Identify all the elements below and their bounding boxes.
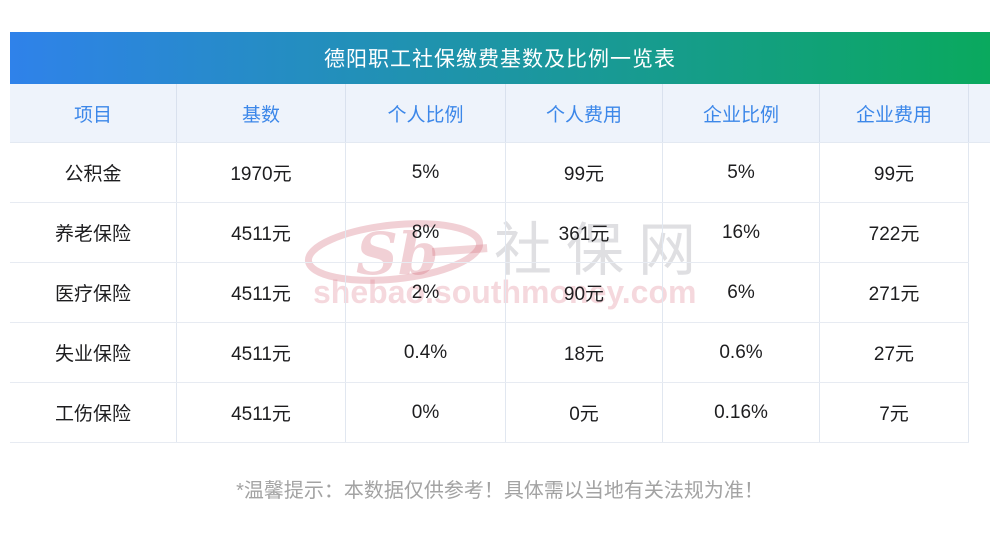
table-row: 失业保险 4511元 0.4% 18元 0.6% 27元: [10, 323, 969, 383]
table-cell: 4511元: [177, 383, 346, 442]
disclaimer-note: *温馨提示：本数据仅供参考！具体需以当地有关法规为准！: [236, 480, 764, 502]
table-body: 公积金 1970元 5% 99元 5% 99元 养老保险 4511元 8% 36…: [10, 143, 969, 443]
table-cell: 4511元: [177, 323, 346, 382]
table-cell: 5%: [346, 143, 506, 202]
column-header-item: 项目: [10, 84, 177, 142]
table-cell: 0%: [346, 383, 506, 442]
table-cell: 4511元: [177, 203, 346, 262]
table-title-bar: 德阳职工社保缴费基数及比例一览表: [10, 32, 990, 84]
table-cell: 7元: [820, 383, 969, 442]
table-cell: 99元: [820, 143, 969, 202]
table-cell: 8%: [346, 203, 506, 262]
table-cell: 4511元: [177, 263, 346, 322]
row-label: 工伤保险: [10, 383, 177, 442]
row-label: 养老保险: [10, 203, 177, 262]
table-cell: 0.16%: [663, 383, 820, 442]
table-cell: 0.4%: [346, 323, 506, 382]
column-header-personal-fee: 个人费用: [506, 84, 663, 142]
table-header-row: 项目 基数 个人比例 个人费用 企业比例 企业费用: [10, 84, 990, 143]
table-cell: 271元: [820, 263, 969, 322]
table-cell: 722元: [820, 203, 969, 262]
row-label: 失业保险: [10, 323, 177, 382]
table-cell: 361元: [506, 203, 663, 262]
row-label: 公积金: [10, 143, 177, 202]
column-header-company-fee: 企业费用: [820, 84, 969, 142]
table-cell: 6%: [663, 263, 820, 322]
column-header-base: 基数: [177, 84, 346, 142]
table-cell: 27元: [820, 323, 969, 382]
table-cell: 1970元: [177, 143, 346, 202]
table-cell: 99元: [506, 143, 663, 202]
header-filler: [969, 84, 990, 142]
table-cell: 16%: [663, 203, 820, 262]
row-label: 医疗保险: [10, 263, 177, 322]
table-cell: 18元: [506, 323, 663, 382]
table-cell: 5%: [663, 143, 820, 202]
table-row: 养老保险 4511元 8% 361元 16% 722元: [10, 203, 969, 263]
table-cell: 0.6%: [663, 323, 820, 382]
table-cell: 0元: [506, 383, 663, 442]
column-header-company-rate: 企业比例: [663, 84, 820, 142]
table-row: 工伤保险 4511元 0% 0元 0.16% 7元: [10, 383, 969, 443]
table-cell: 2%: [346, 263, 506, 322]
table-cell: 90元: [506, 263, 663, 322]
column-header-personal-rate: 个人比例: [346, 84, 506, 142]
table-row: 公积金 1970元 5% 99元 5% 99元: [10, 143, 969, 203]
social-insurance-table: 德阳职工社保缴费基数及比例一览表 项目 基数 个人比例 个人费用 企业比例 企业…: [10, 32, 990, 443]
table-title: 德阳职工社保缴费基数及比例一览表: [324, 48, 676, 71]
table-row: 医疗保险 4511元 2% 90元 6% 271元: [10, 263, 969, 323]
